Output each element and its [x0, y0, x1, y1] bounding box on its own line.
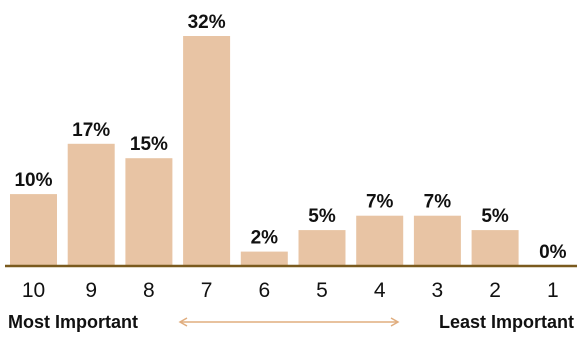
- bar-9: [67, 143, 115, 266]
- bar-6: [240, 251, 288, 266]
- bars-group: [10, 36, 519, 266]
- tick-label-9: 9: [85, 279, 97, 302]
- value-label-6: 2%: [251, 228, 279, 249]
- value-labels-group: 10% 17% 15% 32% 2% 5% 7% 7% 5% 0%: [14, 12, 566, 263]
- arrow-left-head: [178, 317, 188, 327]
- value-label-5: 5%: [308, 206, 336, 227]
- value-label-2: 5%: [481, 206, 509, 227]
- value-label-4: 7%: [366, 192, 394, 213]
- tick-label-1: 1: [547, 279, 559, 302]
- value-label-3: 7%: [424, 192, 452, 213]
- tick-label-2: 2: [489, 279, 501, 302]
- tick-label-4: 4: [374, 279, 386, 302]
- bar-5: [298, 230, 346, 266]
- tick-label-8: 8: [143, 279, 155, 302]
- tick-label-10: 10: [22, 279, 45, 302]
- bar-10: [10, 194, 57, 266]
- tick-label-7: 7: [201, 279, 213, 302]
- tick-label-5: 5: [316, 279, 328, 302]
- bar-8: [125, 158, 173, 266]
- bar-4: [356, 215, 404, 266]
- least-important-label: Least Important: [439, 312, 574, 332]
- value-label-10: 10%: [14, 170, 52, 191]
- value-label-9: 17%: [72, 120, 110, 141]
- tick-labels-group: 10 9 8 7 6 5 4 3 2 1: [22, 279, 559, 302]
- value-label-8: 15%: [130, 134, 168, 155]
- value-label-7: 32%: [188, 12, 226, 33]
- tick-label-6: 6: [258, 279, 270, 302]
- double-arrow: [178, 317, 400, 327]
- bar-7: [183, 36, 231, 266]
- arrow-right-head: [390, 317, 400, 327]
- value-label-1: 0%: [539, 242, 567, 263]
- tick-label-3: 3: [432, 279, 444, 302]
- bar-2: [471, 230, 519, 266]
- most-important-label: Most Important: [8, 312, 138, 332]
- bar-3: [413, 215, 461, 266]
